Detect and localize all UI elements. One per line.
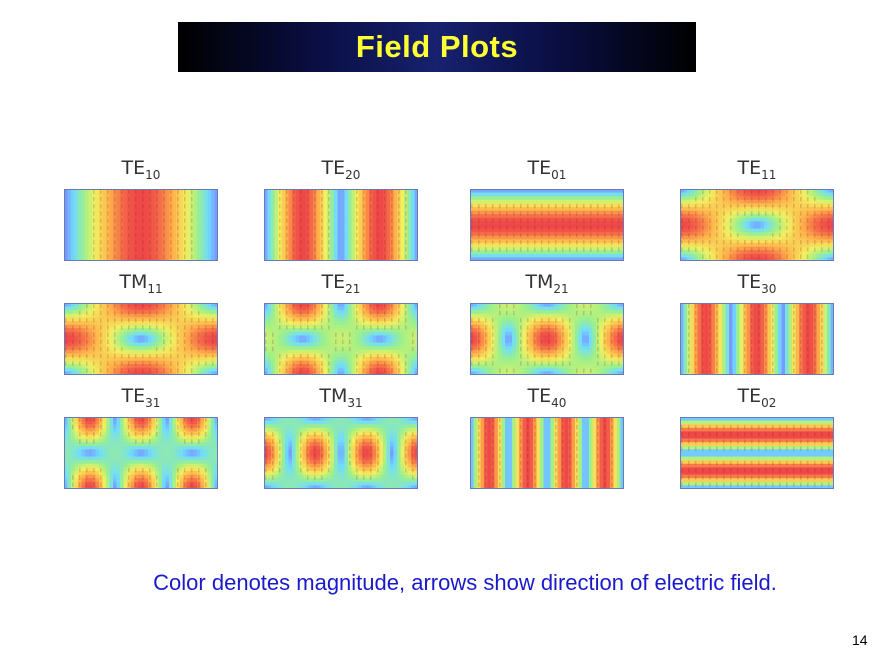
field-plot-te11: [680, 189, 834, 261]
mode-label: TM11: [119, 271, 163, 296]
mode-label: TE40: [527, 385, 567, 410]
mode-label: TE21: [321, 271, 361, 296]
title-bar: Field Plots: [178, 22, 696, 72]
mode-label: TE01: [527, 157, 567, 182]
field-plot-tm21: [470, 303, 624, 375]
mode-label: TE30: [737, 271, 777, 296]
slide-title: Field Plots: [355, 29, 519, 64]
mode-label: TM31: [319, 385, 363, 410]
mode-label: TE31: [121, 385, 161, 410]
mode-label: TE10: [121, 157, 161, 182]
field-plot-te10: [64, 189, 218, 261]
field-plot-te20: [264, 189, 418, 261]
mode-label: TE02: [737, 385, 777, 410]
slide-caption: Color denotes magnitude, arrows show dir…: [153, 570, 777, 595]
field-plot-te21: [264, 303, 418, 375]
field-plot-te01: [470, 189, 624, 261]
field-plot-tm31: [264, 417, 418, 489]
field-plot-te31: [64, 417, 218, 489]
page-number: 14: [852, 632, 868, 648]
field-plot-te02: [680, 417, 834, 489]
field-plot-te40: [470, 417, 624, 489]
mode-label: TE11: [737, 157, 777, 182]
mode-label: TM21: [525, 271, 569, 296]
mode-label: TE20: [321, 157, 361, 182]
field-plot-tm11: [64, 303, 218, 375]
field-plot-te30: [680, 303, 834, 375]
